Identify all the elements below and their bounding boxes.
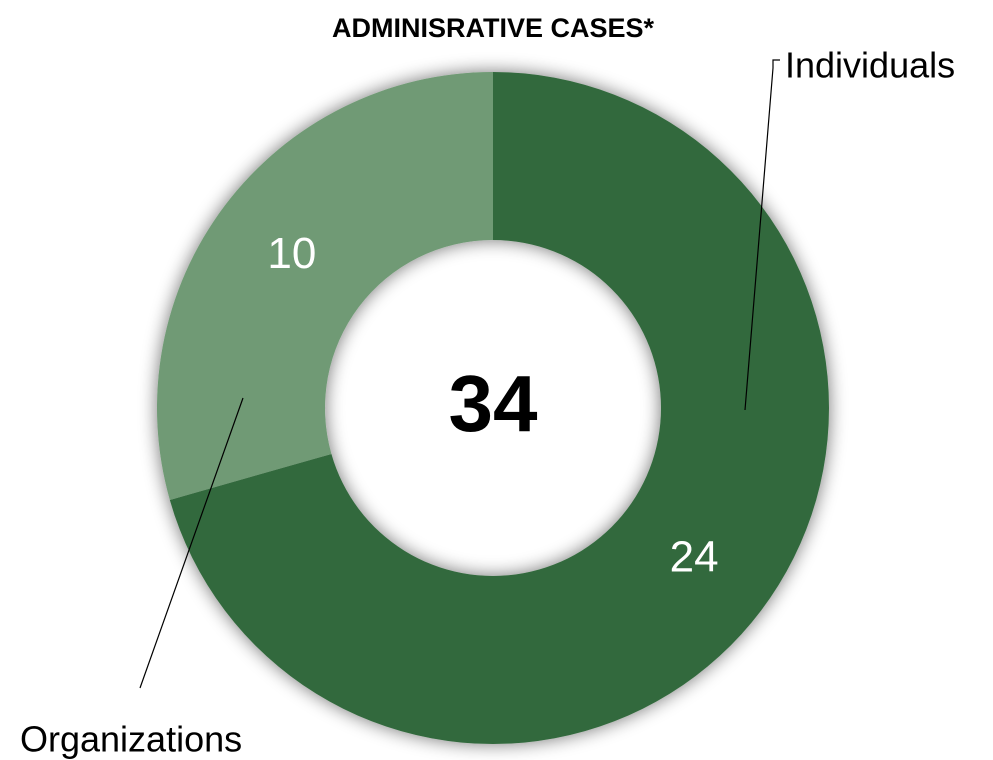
donut	[157, 72, 829, 744]
leader-line	[139, 397, 244, 689]
category-label: Organizations	[20, 719, 242, 760]
chart-title: ADMINISRATIVE CASES*	[332, 13, 655, 43]
donut-slice	[157, 72, 493, 500]
donut-slice	[169, 72, 829, 744]
data-label: 10	[267, 229, 316, 278]
total-label: 34	[449, 359, 538, 448]
category-label: Individuals	[785, 45, 955, 86]
data-label: 24	[670, 532, 719, 581]
leader-line	[744, 59, 780, 411]
